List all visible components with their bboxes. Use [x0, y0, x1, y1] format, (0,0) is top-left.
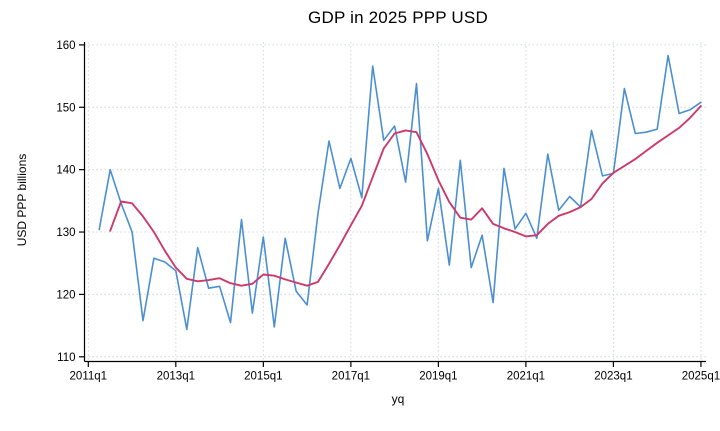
x-axis-label: yq	[391, 392, 405, 406]
x-tick-label: 2015q1	[244, 371, 282, 383]
x-tick-label: 2013q1	[157, 371, 195, 383]
trend-smoothed-red-line	[109, 105, 702, 287]
y-tick-label: 110	[57, 352, 75, 364]
x-tick-label: 2023q1	[594, 371, 632, 383]
x-tick-label: 2025q1	[682, 371, 720, 383]
gdp-quarterly-blue-line	[98, 54, 702, 331]
chart-title: GDP in 2025 PPP USD	[308, 8, 488, 27]
x-tick-label: 2021q1	[507, 371, 545, 383]
y-tick-label: 160	[56, 40, 75, 52]
x-tick-label: 2017q1	[332, 371, 370, 383]
y-tick-label: 130	[56, 227, 75, 239]
y-tick-label: 140	[56, 165, 75, 177]
y-tick-label: 150	[56, 102, 75, 114]
y-tick-label: 120	[56, 289, 75, 301]
x-tick-label: 2011q1	[70, 371, 108, 383]
x-tick-label: 2019q1	[419, 371, 457, 383]
